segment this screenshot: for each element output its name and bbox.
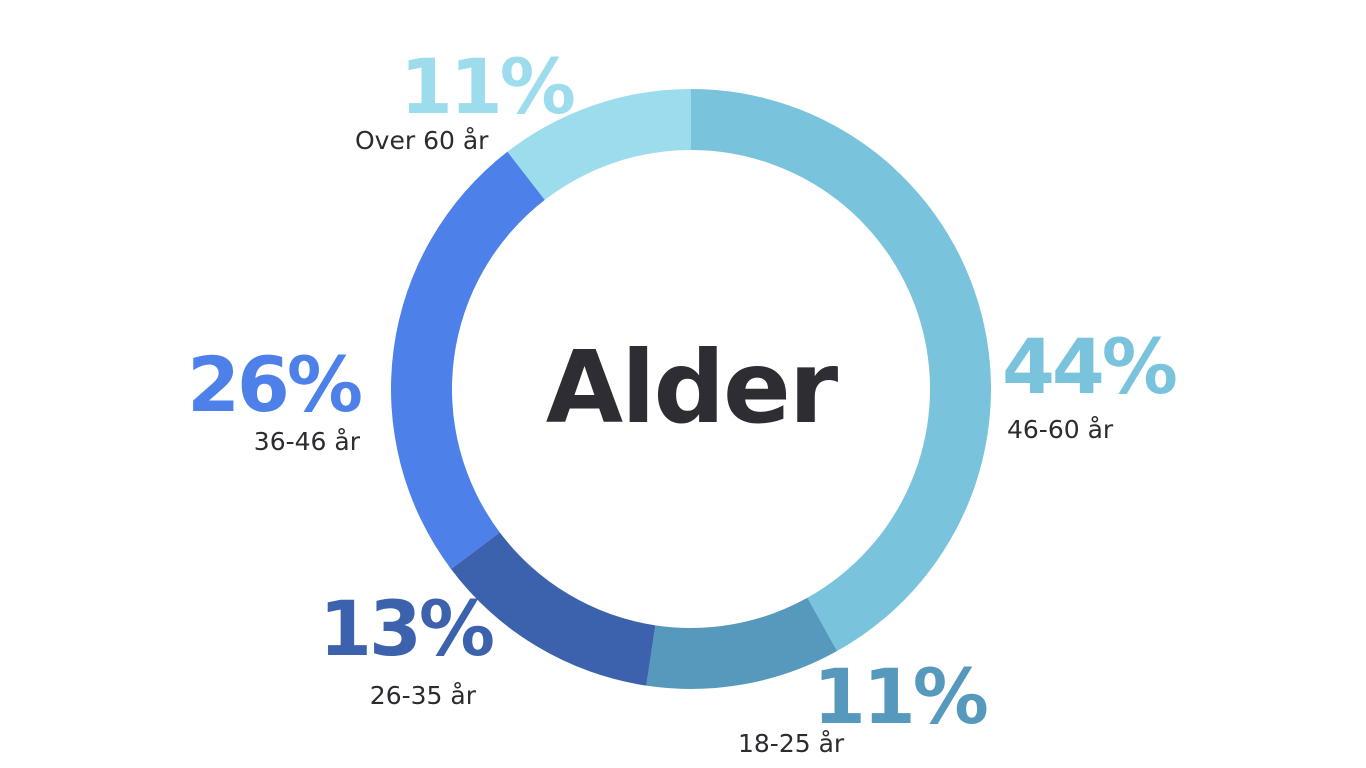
slice-category-label-46-60: 46-60 år: [1007, 415, 1114, 444]
slice-category-label-26-35: 26-35 år: [369, 681, 476, 710]
slice-value-label-46-60: 44%: [1002, 322, 1178, 411]
donut-slice-46-60-r: [691, 88, 992, 652]
slice-value-label-over-60: 11%: [400, 42, 576, 131]
slice-value-label-36-46: 26%: [187, 340, 363, 429]
donut-slice-26-35-r: [450, 532, 656, 686]
chart-center-label: Alder: [545, 329, 838, 446]
donut-slice-over-60-r: [507, 89, 691, 200]
donut-slices: [391, 88, 992, 689]
slice-value-label-26-35: 13%: [319, 584, 495, 673]
donut-slice-36-46-r: [391, 151, 545, 569]
slice-category-label-36-46: 36-46 år: [253, 427, 360, 456]
slice-category-label-over-60: Over 60 år: [355, 126, 489, 155]
donut-slice-18-25-r: [646, 597, 838, 689]
slice-category-label-18-25: 18-25 år: [738, 729, 845, 758]
slice-value-label-18-25: 11%: [813, 652, 989, 741]
